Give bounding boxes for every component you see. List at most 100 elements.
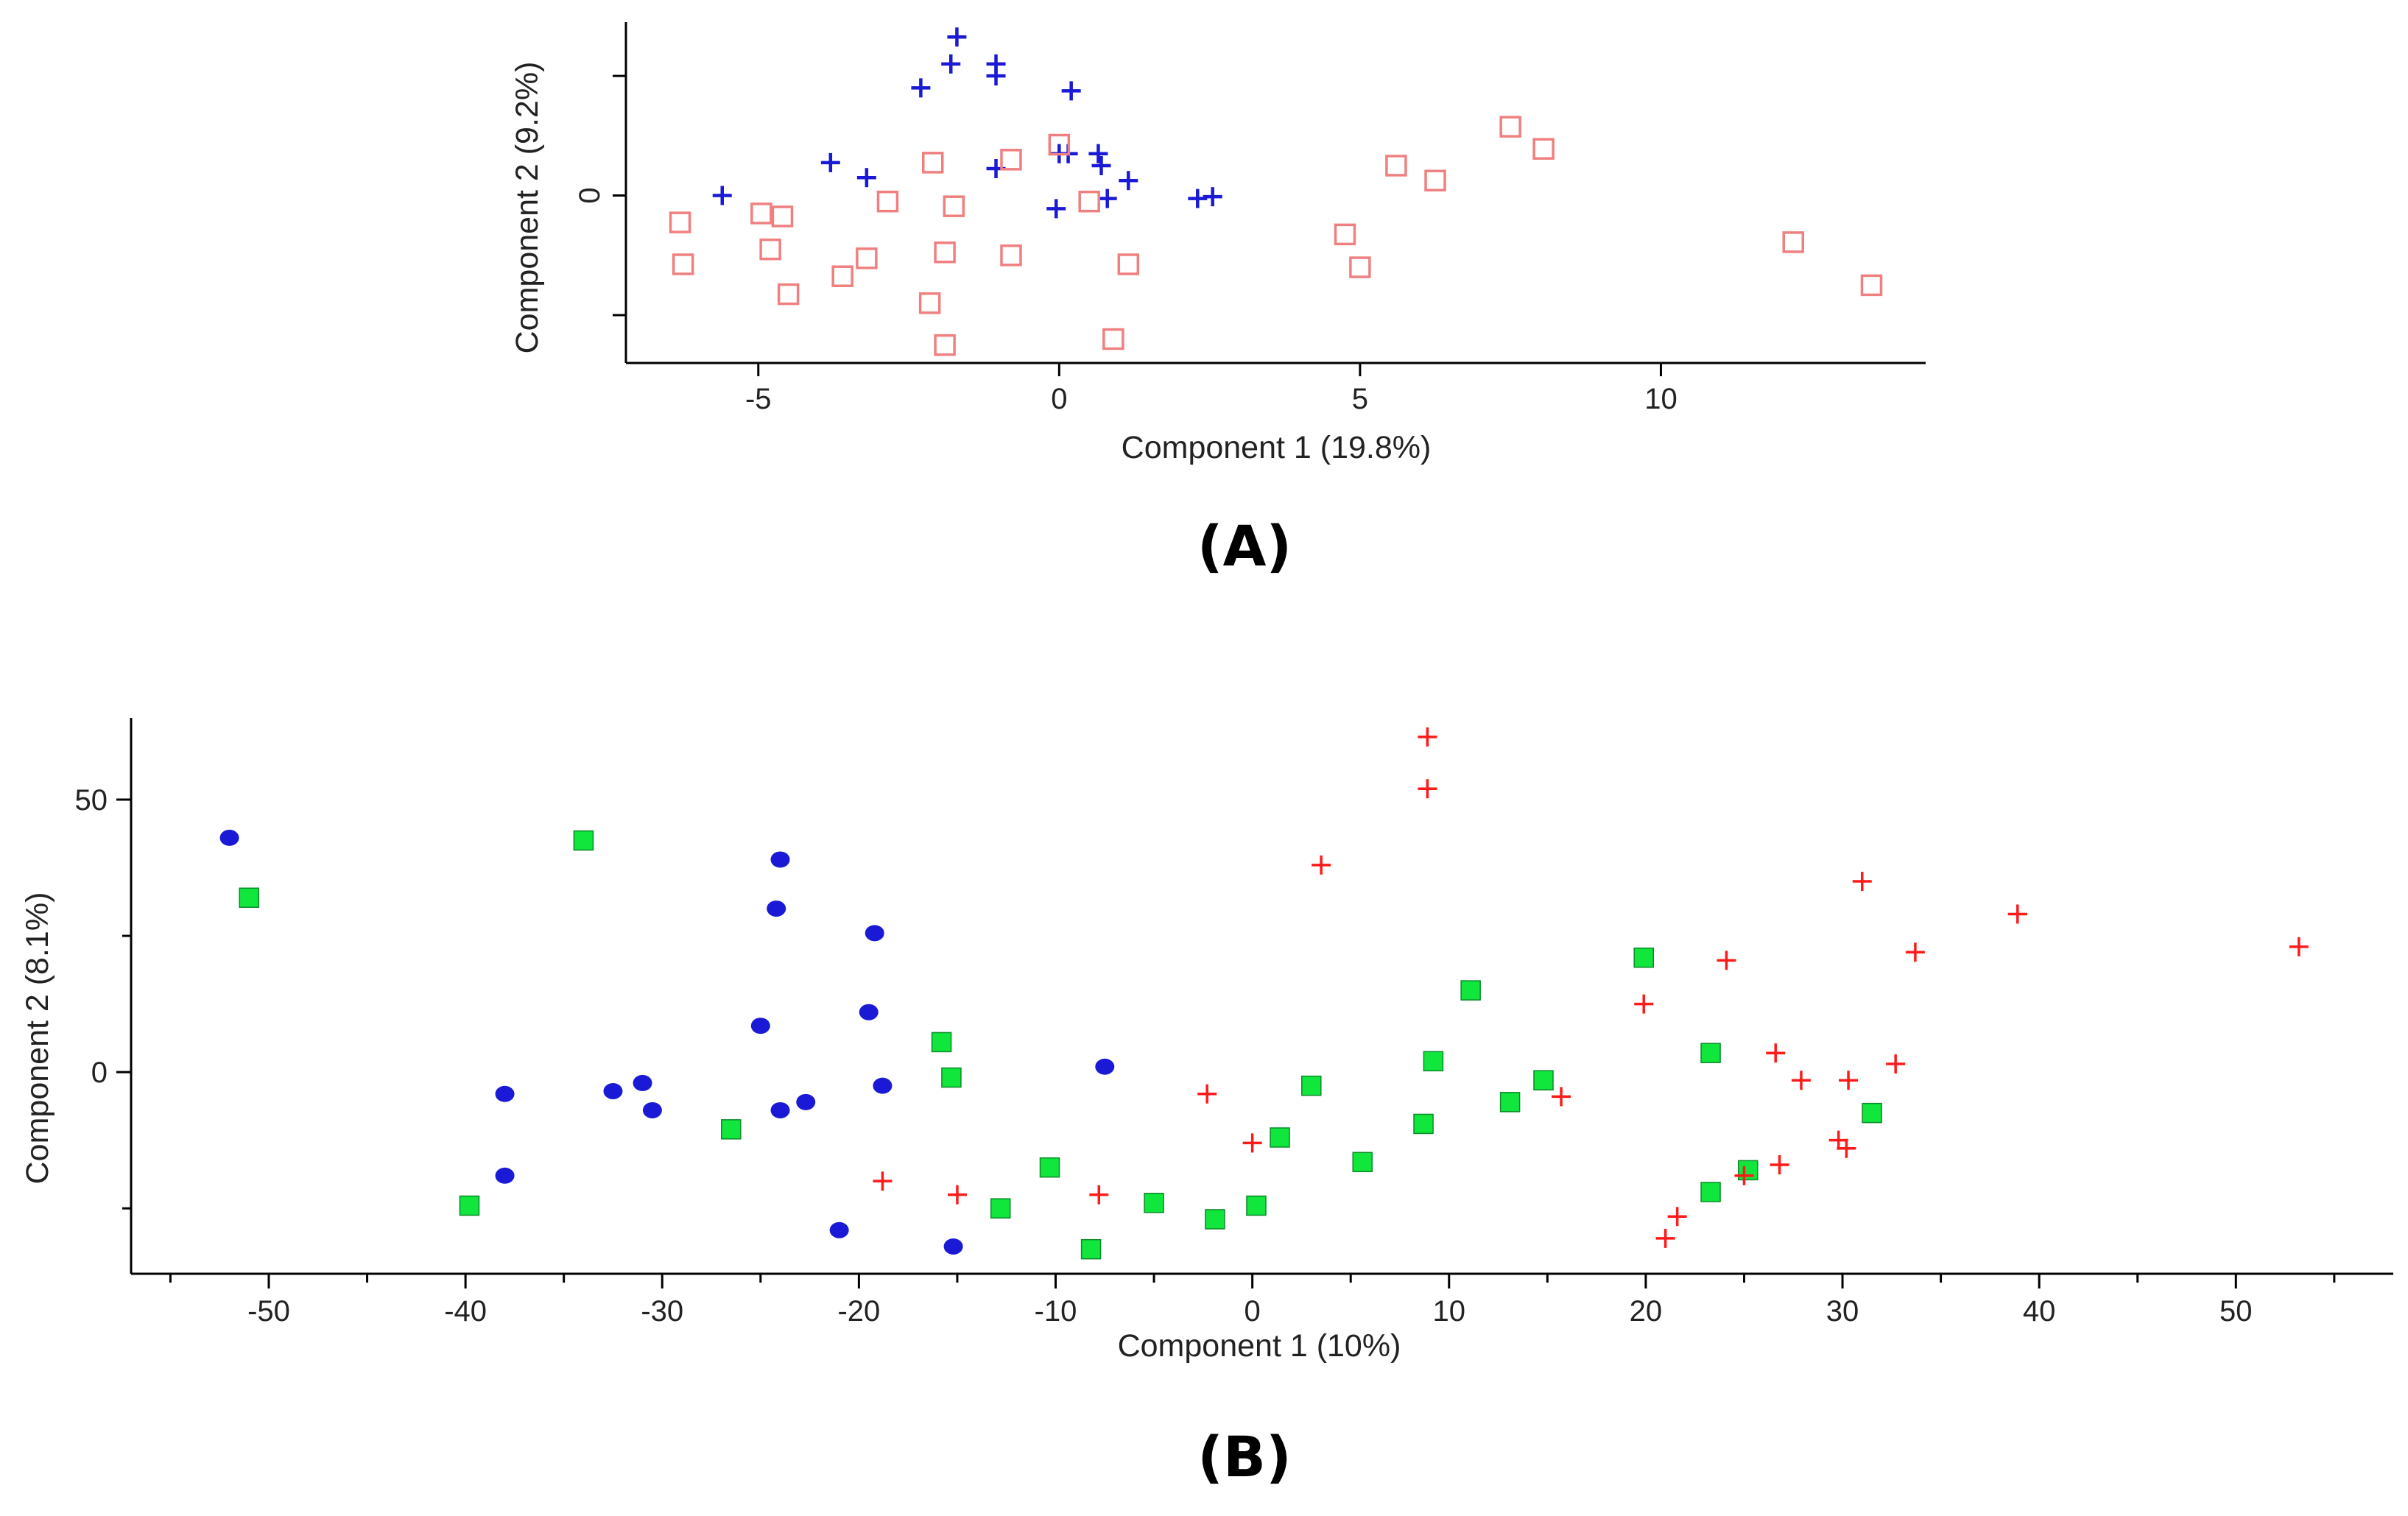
panel-b-group-3-point [873,1171,893,1191]
panel-a-group-1-point [1091,155,1111,175]
panel-a-group-2-point [943,195,965,217]
panel-b-group-1-point [495,1085,515,1102]
panel-a-label: (A) [1197,513,1292,579]
panel-b-group-1-point [642,1101,662,1118]
panel-b-group-2-point [239,887,260,909]
panel-b-group-3-point [1717,951,1736,970]
panel-a-group-2-point [876,190,899,213]
panel-a-group-1-point [941,54,961,74]
panel-a-group-2-point [918,292,941,314]
panel-a-group-2-point [1385,155,1407,177]
panel-b-group-1-point [495,1167,515,1184]
panel-a-group-2-point [672,253,694,275]
panel-a-group-2-point [750,202,772,225]
panel-b-group-2-point [1499,1092,1521,1113]
panel-a-plot: -5 0 5 10 0 Component 1 (19.8%) Component 2 … [510,22,1926,579]
panel-b-group-2-point [1246,1195,1267,1216]
panel-b-group-3-point [1734,1166,1754,1185]
panel-a-y-tick-label: 0 [574,187,606,203]
panel-b-group-3-point [1552,1087,1571,1107]
panel-b-group-3-point [1852,872,1872,892]
panel-b-group-3-point [1089,1185,1109,1205]
panel-a-group-2-point [1349,256,1371,278]
panel-b-group-3-point [947,1185,967,1205]
panel-b-data-points [219,727,2309,1260]
panel-b-group-2-point [1633,947,1654,968]
panel-b-group-1-point [767,900,786,917]
panel-b-group-1-point [873,1077,893,1094]
panel-a-group-2-point [1424,169,1446,192]
panel-b-group-3-point [2007,904,2027,924]
panel-a-group-2-point [1532,138,1555,160]
panel-b-group-1-point [770,1101,790,1118]
panel-b-x-tick-label: 30 [1826,1295,1859,1328]
panel-b-group-1-point [829,1221,849,1238]
panel-a-group-2-point [1000,244,1022,267]
panel-b-group-3-point [1770,1154,1789,1174]
panel-a-group-1-point [1188,188,1208,208]
panel-a-group-1-point [1046,199,1066,219]
panel-a-y-axis-title: Component 2 (9.2%) [510,62,545,354]
panel-a-group-1-point [1088,144,1108,163]
panel-a-group-2-point [1000,149,1022,171]
panel-b-x-tick-label: -50 [247,1295,290,1328]
panel-b-group-2-point [1352,1152,1373,1173]
panel-a-group-1-point [1097,188,1117,208]
panel-a-group-2-point [1102,328,1124,350]
panel-b-group-1-point [796,1093,816,1110]
panel-b-axes: -50 -40 -30 -20 -10 0 10 20 30 40 50 0 50 [75,718,2393,1328]
panel-b-group-1-point [633,1074,652,1091]
panel-b-group-3-point [1655,1228,1675,1248]
panel-a-x-axis-title: Component 1 (19.8%) [1122,430,1432,465]
panel-b-label: (B) [1197,1424,1291,1489]
panel-b-plot: -50 -40 -30 -20 -10 0 10 20 30 40 50 0 50 Component … [20,718,2393,1489]
panel-b-group-3-point [1312,855,1331,875]
panel-a-group-2-point [921,152,944,174]
panel-a-group-1-point [820,152,840,172]
panel-a-group-2-point [771,205,794,228]
panel-b-x-tick-label: 20 [1630,1295,1663,1328]
panel-b-group-2-point [941,1067,962,1088]
panel-b-y-tick-label: 0 [91,1057,108,1089]
panel-b-group-2-point [1039,1157,1060,1178]
panel-a-group-1-point [856,168,876,188]
panel-b-x-tick-label: -20 [837,1295,880,1328]
panel-a-group-2-point [831,265,853,287]
panel-b-group-3-point [1839,1071,1859,1090]
panel-b-y-axis-title: Component 2 (8.1%) [20,892,55,1185]
panel-b-group-2-point [1862,1102,1882,1124]
panel-a-group-1-point [911,78,931,98]
panel-b-group-1-point [1095,1058,1115,1075]
panel-b-group-2-point [1270,1127,1290,1148]
panel-b-x-tick-label: 40 [2023,1295,2056,1328]
panel-b-group-2-point [459,1195,480,1216]
panel-b-x-axis-title: Component 1 (10%) [1118,1328,1401,1364]
panel-b-group-3-point [1418,727,1437,747]
panel-b-group-2-point [990,1198,1011,1219]
panel-a-x-tick-label: 0 [1051,383,1067,415]
panel-b-group-3-point [1828,1130,1848,1150]
panel-b-group-2-point [1413,1113,1434,1135]
panel-b-group-2-point [1080,1238,1102,1260]
panel-b-group-2-point [573,830,594,851]
panel-b-group-2-point [931,1032,952,1053]
panel-b-group-3-point [1905,942,1925,962]
panel-b-group-3-point [1634,994,1654,1014]
panel-a-group-2-point [1499,116,1521,138]
panel-a-group-1-point [712,186,732,205]
panel-a-group-1-point [1119,171,1138,191]
panel-b-group-3-point [1197,1084,1217,1104]
panel-b-x-tick-label: -40 [444,1295,487,1328]
panel-b-group-2-point [1423,1051,1444,1072]
panel-a-group-2-point [777,283,800,306]
panel-b-x-tick-label: -10 [1035,1295,1077,1328]
panel-b-group-1-point [859,1004,879,1020]
panel-a-group-2-point [1078,190,1100,213]
panel-b-y-tick-label: 50 [75,784,108,817]
panel-b-x-tick-label: -30 [641,1295,683,1328]
panel-a-data-points [669,27,1883,356]
panel-b-group-3-point [1418,779,1437,799]
panel-a-group-1-point [986,66,1006,86]
panel-b-group-3-point [2289,937,2309,956]
